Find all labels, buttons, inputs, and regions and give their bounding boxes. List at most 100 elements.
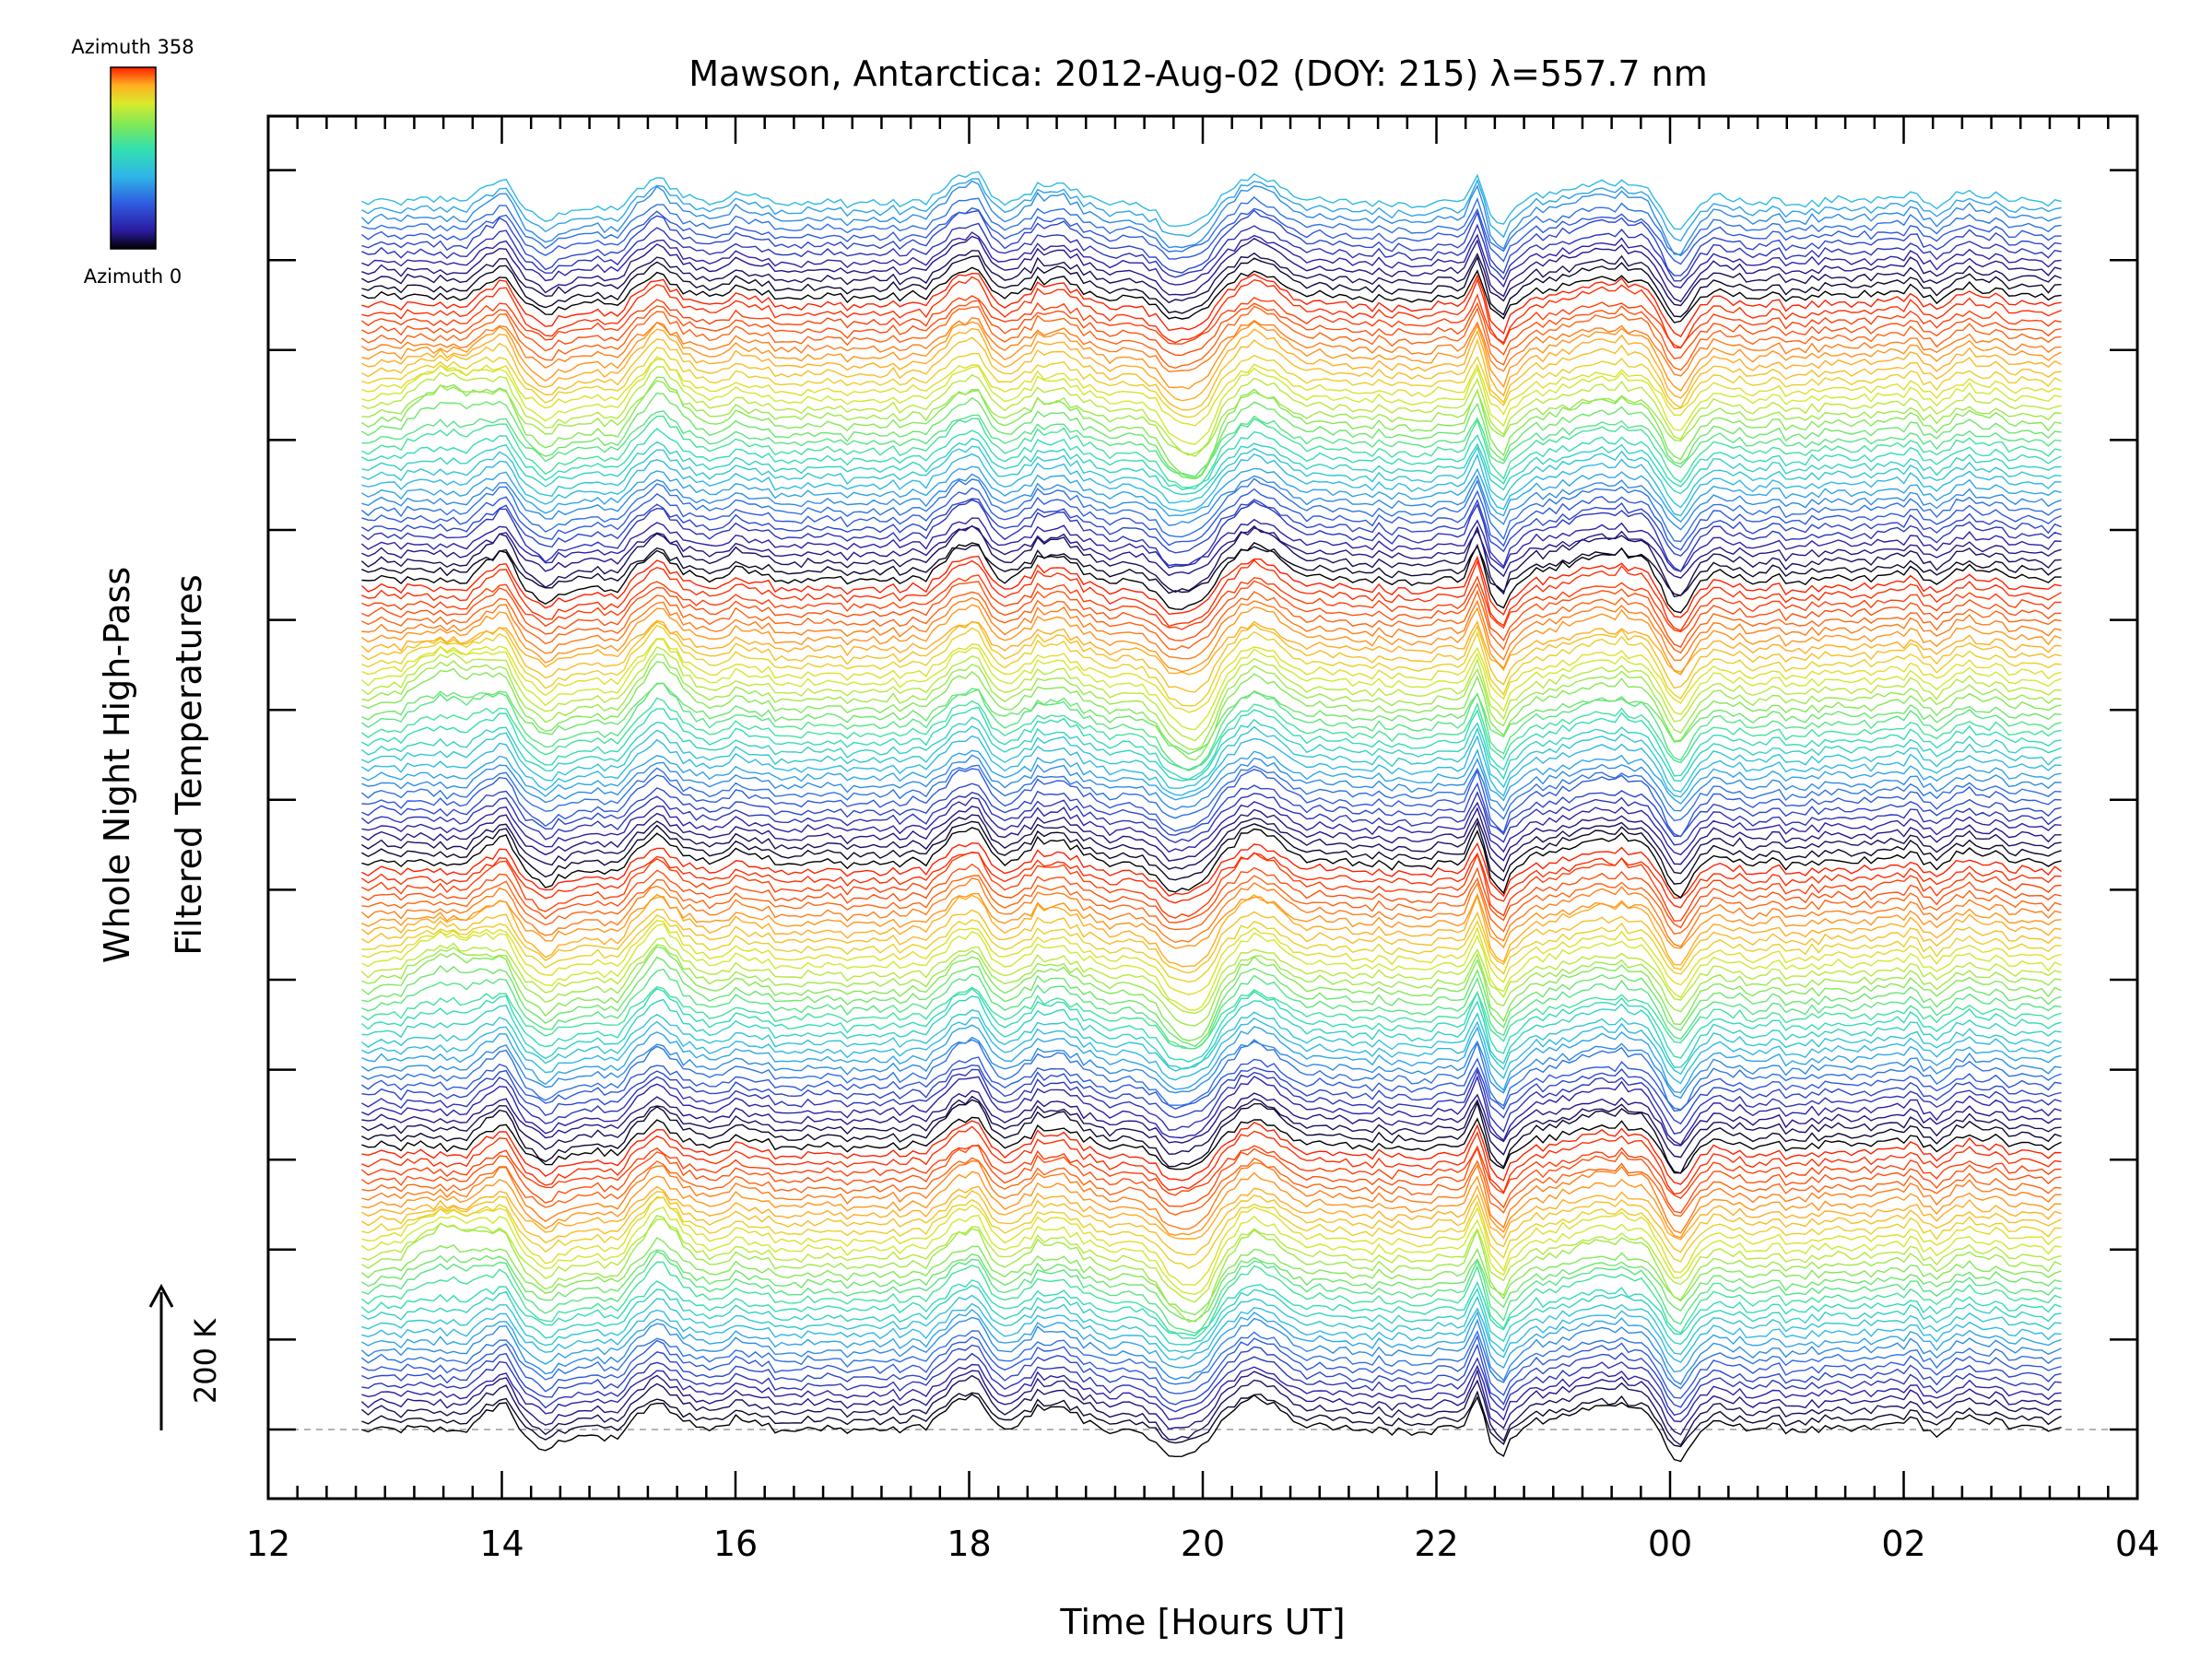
series-line <box>360 697 2062 771</box>
series-line <box>361 638 2062 713</box>
series-line <box>361 1284 2062 1346</box>
x-tick-label: 22 <box>1414 1524 1458 1564</box>
series-line <box>361 1075 2062 1146</box>
series-line <box>361 944 2062 1027</box>
series-line <box>361 178 2062 242</box>
series-line <box>361 1218 2062 1303</box>
series-line <box>361 620 2062 693</box>
series-line <box>361 1250 2062 1335</box>
series-line <box>361 320 2062 392</box>
series-line <box>360 293 2062 349</box>
series-line <box>361 366 2062 456</box>
series-line <box>361 1190 2062 1256</box>
scale-bar-label: 200 K <box>188 1318 223 1404</box>
series-line <box>361 1343 2062 1408</box>
series-line <box>360 987 2062 1063</box>
tick-layer <box>266 116 2139 1499</box>
series-line <box>361 754 2062 812</box>
plot-frame <box>266 114 2139 1500</box>
series-line <box>361 914 2062 983</box>
series-line <box>361 1249 2062 1323</box>
colorbar-gradient <box>110 66 157 250</box>
series-line <box>361 524 2062 579</box>
series-line <box>361 1352 2062 1417</box>
series-line <box>361 748 2062 805</box>
series-line <box>361 305 2062 371</box>
series-line <box>361 276 2062 349</box>
series-line <box>360 619 2062 676</box>
series-line <box>361 1171 2062 1239</box>
series-line <box>361 1017 2062 1085</box>
series-line <box>361 327 2062 402</box>
series-line <box>361 1125 2062 1195</box>
series-line <box>361 231 2062 288</box>
x-tick-label: 12 <box>246 1524 290 1564</box>
y-axis-label-line1: Whole Night High-Pass <box>97 567 137 963</box>
series-line <box>361 473 2062 531</box>
series-line <box>361 380 2062 457</box>
series-line <box>361 1363 2062 1423</box>
series-line <box>361 1196 2062 1269</box>
series-line <box>361 706 2062 781</box>
x-tick-label: 14 <box>479 1524 524 1564</box>
series-line <box>361 347 2062 418</box>
series-line <box>361 892 2062 949</box>
x-tick-label: 02 <box>1881 1524 1925 1564</box>
scale-bar: 200 K <box>148 1283 223 1430</box>
series-line <box>361 1039 2062 1111</box>
series-line <box>361 968 2062 1050</box>
series-line <box>361 827 2062 899</box>
y-axis-label: Whole Night High-Pass Filtered Temperatu… <box>97 567 209 963</box>
series-line <box>361 250 2062 307</box>
series-line <box>361 359 2062 427</box>
series-line <box>360 877 2062 947</box>
series-line <box>361 875 2062 935</box>
series-line <box>361 1157 2062 1218</box>
x-tick-label: 18 <box>947 1524 991 1564</box>
series-line <box>361 222 2062 282</box>
series-line <box>361 1390 2062 1448</box>
scale-bar-arrow-head <box>148 1283 174 1308</box>
series-line <box>360 206 2062 265</box>
series-line <box>361 415 2062 488</box>
series-line <box>360 1261 2062 1340</box>
series-line <box>360 894 2062 968</box>
colorbar-top-label: Azimuth 358 <box>71 36 194 58</box>
series-line <box>361 392 2062 480</box>
series-line <box>360 682 2062 771</box>
series-line <box>361 542 2062 614</box>
x-tick-label: 20 <box>1181 1524 1225 1564</box>
series-line <box>361 985 2062 1050</box>
series-line <box>361 782 2062 837</box>
series-line <box>361 235 2062 302</box>
series-line <box>361 923 2062 1011</box>
series-line <box>361 437 2062 496</box>
series-line <box>361 1056 2062 1112</box>
series-line <box>361 806 2062 865</box>
series-line <box>361 428 2062 490</box>
series-line <box>360 1374 2062 1446</box>
series-line <box>361 559 2062 631</box>
series-line <box>361 1089 2062 1147</box>
series-line <box>361 356 2062 445</box>
series-line <box>360 517 2062 572</box>
series-line <box>360 1009 2062 1076</box>
series-line <box>361 1215 2062 1324</box>
series-line <box>361 1145 2062 1214</box>
series-line <box>361 336 2062 411</box>
series-line <box>360 1316 2062 1385</box>
series-line <box>361 1294 2062 1355</box>
series-line <box>360 946 2062 1041</box>
series-line <box>361 272 2062 338</box>
series-line <box>361 768 2062 838</box>
series-line <box>361 863 2062 929</box>
series-line <box>361 604 2062 676</box>
series-line <box>360 1206 2062 1296</box>
series-line <box>361 624 2062 707</box>
series-line <box>361 589 2062 654</box>
series-line <box>361 266 2062 324</box>
series-line <box>361 1064 2062 1125</box>
series-line <box>360 716 2062 782</box>
series-line <box>361 1099 2062 1174</box>
series-line <box>361 1184 2062 1241</box>
